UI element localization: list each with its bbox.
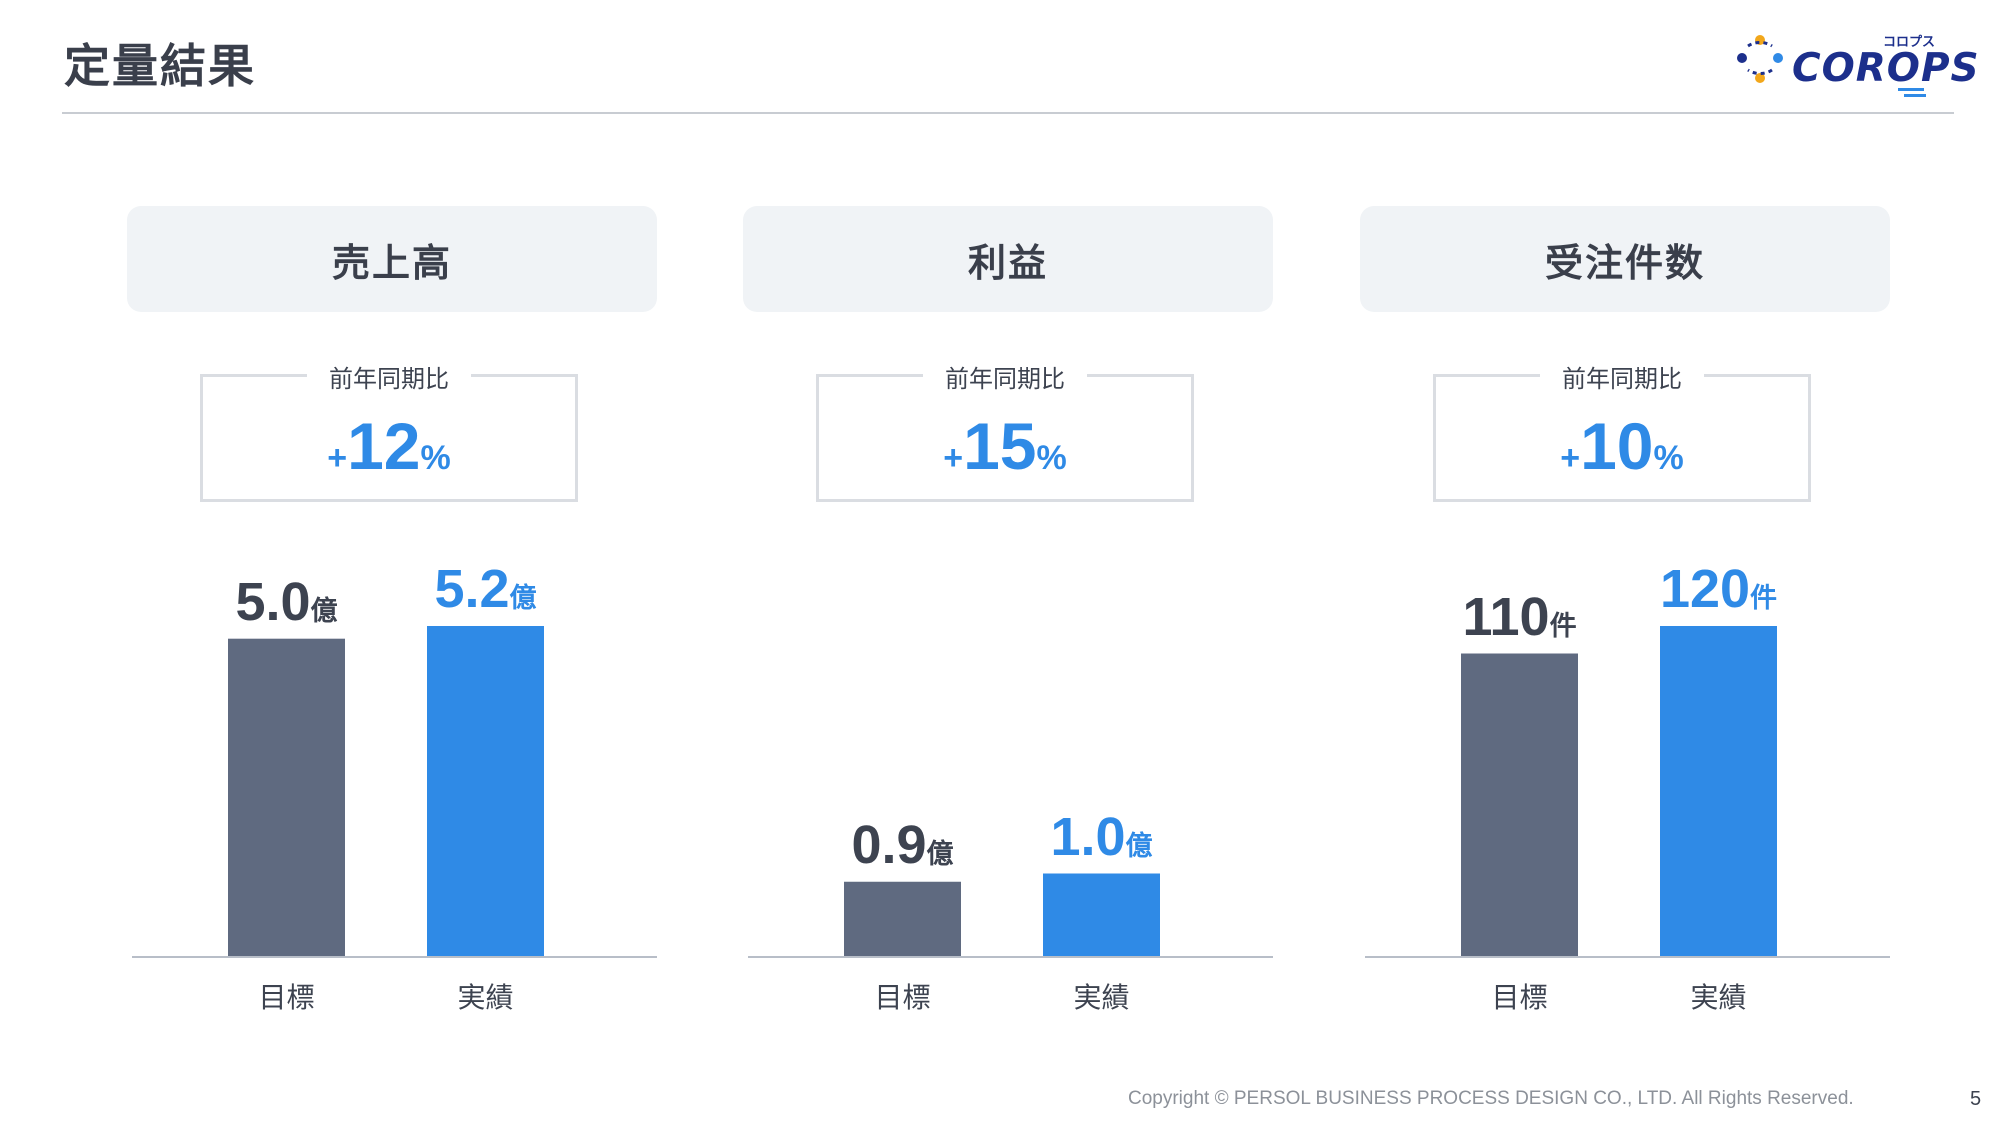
logo-word: COROPS [1792,46,1980,91]
category-label-target: 目標 [823,976,983,1016]
category-label-actual: 実績 [1022,976,1182,1016]
target-bar [1461,654,1578,957]
target-bar [844,882,961,956]
actual-unit: 億 [1126,831,1153,861]
category-label-target: 目標 [207,976,367,1016]
target-bar [228,639,345,956]
target-value-label: 5.0億 [177,575,397,629]
category-label-actual: 実績 [1639,976,1799,1016]
metric-panel-sales: 売上高 前年同期比 +12% 5.0億 5.2億 目標 実績 [127,206,657,1036]
actual-unit: 件 [1750,583,1777,613]
target-unit: 億 [927,839,954,869]
target-value-label: 0.9億 [793,818,1013,872]
actual-value: 120 [1660,559,1750,619]
target-value: 110 [1462,587,1549,647]
title-divider [62,112,1954,114]
actual-value: 5.2 [434,559,509,619]
actual-unit: 億 [510,583,537,613]
bar-chart-svg [743,206,1273,1036]
actual-value-label: 1.0億 [992,810,1212,864]
corops-logo: コロプス COROPS [1728,30,1938,100]
target-value: 5.0 [235,572,310,632]
page-title: 定量結果 [64,30,256,96]
target-unit: 億 [311,596,338,626]
category-label-actual: 実績 [406,976,566,1016]
metric-panel-orders: 受注件数 前年同期比 +10% 110件 120件 目標 実績 [1360,206,1890,1036]
page-number: 5 [1970,1088,1981,1111]
actual-value-label: 120件 [1609,562,1829,616]
metric-panel-profit: 利益 前年同期比 +15% 0.9億 1.0億 目標 実績 [743,206,1273,1036]
actual-value: 1.0 [1050,807,1125,867]
actual-bar [1043,874,1160,957]
target-value: 0.9 [851,815,926,875]
target-value-label: 110件 [1410,590,1630,644]
copyright-text: Copyright © PERSOL BUSINESS PROCESS DESI… [1128,1088,1854,1110]
actual-bar [1660,626,1777,956]
actual-bar [427,626,544,956]
target-unit: 件 [1550,611,1577,641]
category-label-target: 目標 [1440,976,1600,1016]
actual-value-label: 5.2億 [376,562,596,616]
